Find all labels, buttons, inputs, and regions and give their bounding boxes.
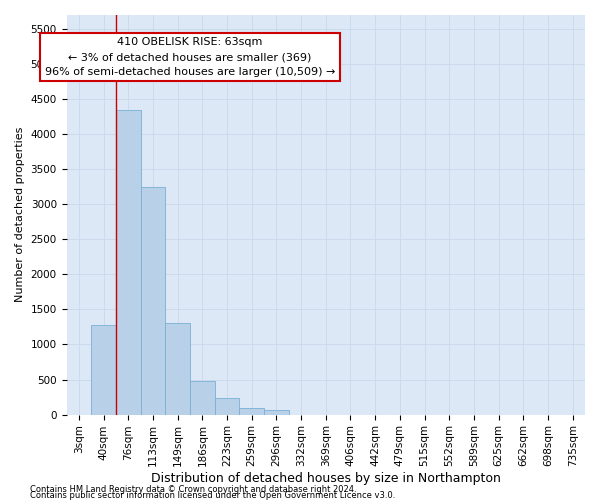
Bar: [91, 325, 116, 414]
Bar: [165, 324, 190, 414]
Bar: [264, 410, 289, 414]
Bar: [239, 408, 264, 414]
Bar: [215, 398, 239, 414]
Text: Contains HM Land Registry data © Crown copyright and database right 2024.: Contains HM Land Registry data © Crown c…: [30, 485, 356, 494]
Text: Contains public sector information licensed under the Open Government Licence v3: Contains public sector information licen…: [30, 491, 395, 500]
Y-axis label: Number of detached properties: Number of detached properties: [15, 127, 25, 302]
X-axis label: Distribution of detached houses by size in Northampton: Distribution of detached houses by size …: [151, 472, 501, 485]
Text: 410 OBELISK RISE: 63sqm
← 3% of detached houses are smaller (369)
96% of semi-de: 410 OBELISK RISE: 63sqm ← 3% of detached…: [45, 38, 335, 77]
Bar: [140, 187, 165, 414]
Bar: [190, 381, 215, 414]
Bar: [116, 110, 140, 414]
